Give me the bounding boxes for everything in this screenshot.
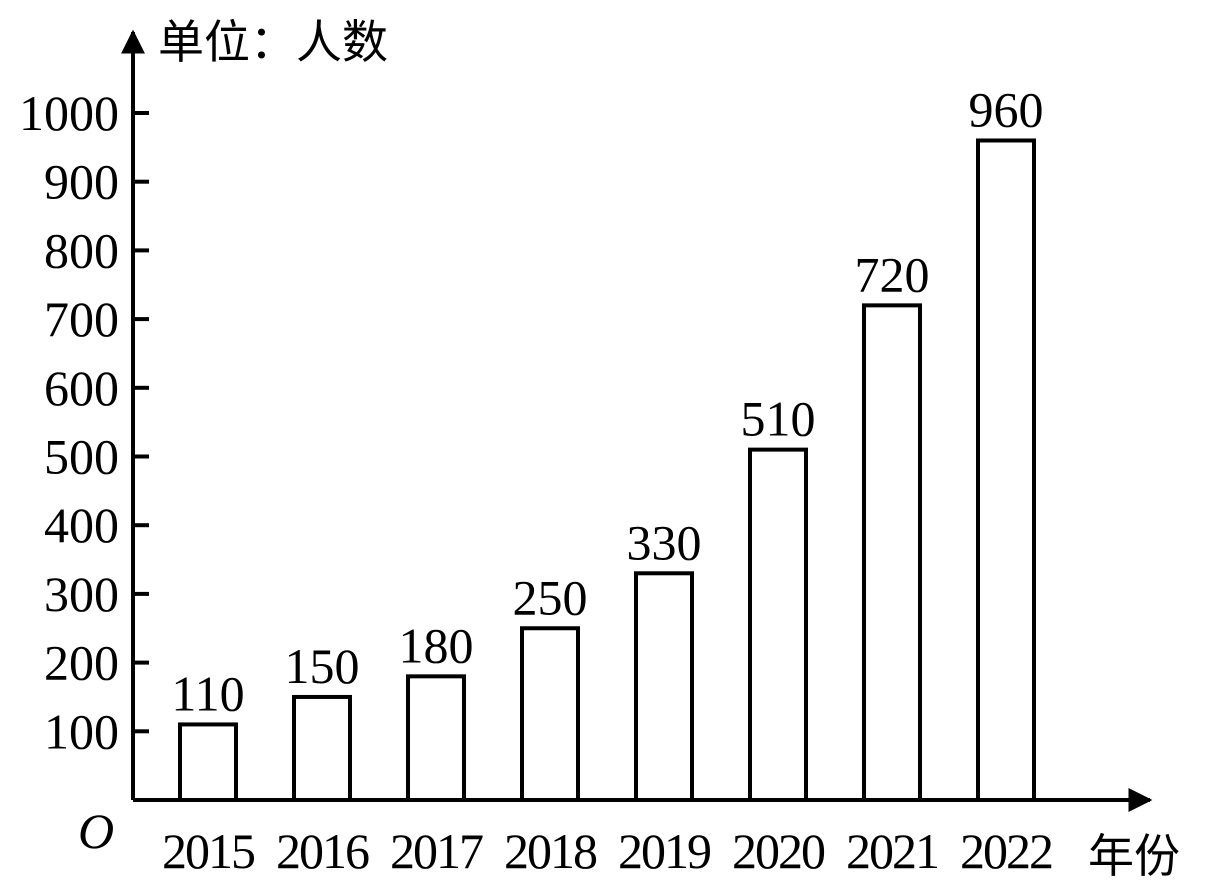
bar-2020: [748, 447, 808, 802]
x-tick-label-2022: 2022: [960, 823, 1052, 879]
data-label-2022: 960: [969, 81, 1044, 137]
y-tick-label: 700: [44, 291, 119, 347]
bar-2016: [292, 694, 352, 803]
y-tick-label: 600: [44, 360, 119, 416]
y-tick-label: 900: [44, 154, 119, 210]
x-axis-title: 年份: [1088, 829, 1180, 883]
x-tick-label-2018: 2018: [504, 823, 597, 879]
bar-2021: [862, 303, 922, 802]
data-label-2019: 330: [627, 514, 702, 570]
bar-2022: [976, 138, 1036, 803]
y-tick-label: 1000: [19, 85, 119, 141]
y-axis-title: 单位：人数: [158, 15, 388, 69]
bar-2015: [178, 722, 238, 802]
y-tick-label: 300: [44, 566, 119, 622]
bar-2018: [520, 626, 580, 802]
y-tick-label: 200: [44, 635, 119, 691]
data-label-2018: 250: [513, 569, 588, 625]
bar-2017: [406, 674, 466, 803]
y-tick-label: 400: [44, 497, 119, 553]
x-tick-label-2019: 2019: [618, 823, 710, 879]
y-ticks-layer: 100 200 300 400 500 600 700 800 900 1000: [19, 85, 149, 759]
x-tick-label-2021: 2021: [846, 823, 938, 879]
data-label-2016: 150: [285, 638, 360, 694]
x-tick-label-2016: 2016: [276, 823, 369, 879]
bars-layer: 110 2015 150 2016 180 2017 250 2018 330 2019 510 20…: [162, 81, 1054, 879]
data-label-2017: 180: [399, 617, 474, 673]
x-tick-label-2020: 2020: [732, 823, 825, 879]
data-label-2020: 510: [741, 391, 816, 447]
x-tick-label-2015: 2015: [162, 823, 255, 879]
y-tick-label: 100: [44, 703, 119, 759]
x-tick-label-2017: 2017: [390, 823, 483, 879]
data-label-2015: 110: [171, 665, 244, 721]
y-tick-label: 500: [44, 429, 119, 485]
origin-label: O: [78, 803, 114, 859]
data-label-2021: 720: [855, 246, 930, 302]
y-tick-label: 800: [44, 222, 119, 278]
bar-2019: [634, 571, 694, 802]
